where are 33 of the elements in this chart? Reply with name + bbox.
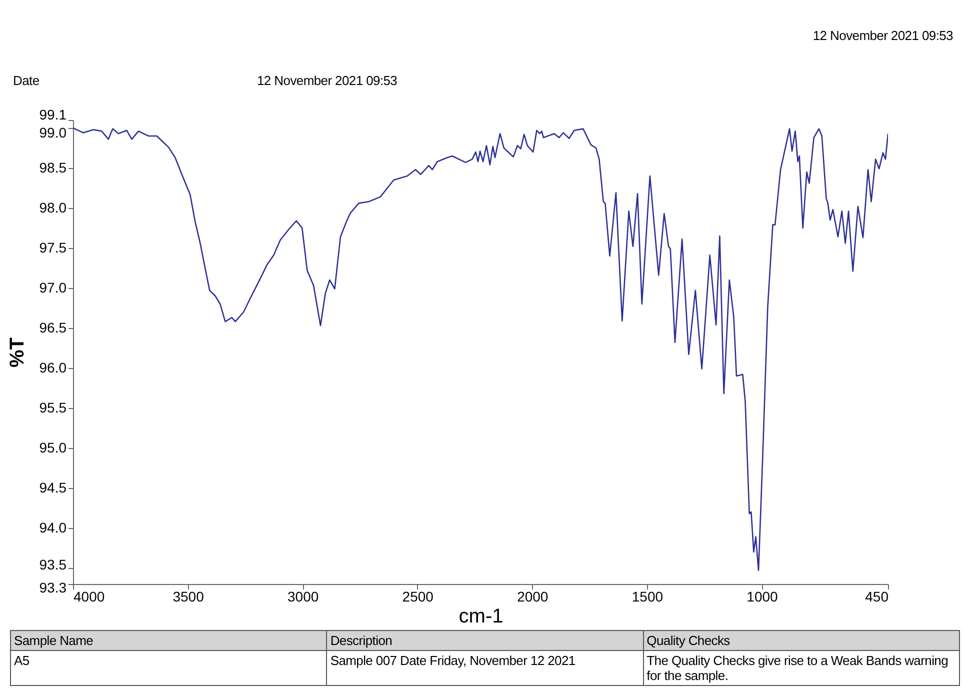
- text: Quality Checks: [643, 630, 960, 650]
- y-tick-label: 96.0: [39, 360, 67, 376]
- text: A5: [10, 650, 327, 686]
- y-tick-label: 96.5: [39, 320, 67, 336]
- x-tick-label: 4000: [74, 588, 105, 604]
- y-tick-label: 98.0: [39, 200, 67, 216]
- text: Description: [326, 630, 644, 650]
- text: Sample 007 Date Friday, November 12 2021: [326, 650, 644, 686]
- x-tick-label: 1000: [746, 588, 778, 604]
- text: Date: [13, 73, 40, 88]
- text: Sample Name: [10, 630, 327, 650]
- y-tick-label: 93.3: [39, 580, 67, 596]
- y-tick-label: 95.5: [39, 400, 67, 416]
- y-tick-label: 97.5: [39, 240, 67, 256]
- x-tick-label: 3000: [288, 588, 319, 604]
- x-tick-label: 2000: [517, 588, 548, 604]
- x-tick-label: 3500: [172, 588, 204, 604]
- y-tick-label: 94.5: [39, 480, 67, 496]
- y-tick-label: 99.0: [39, 124, 67, 140]
- y-tick-label: 97.0: [39, 280, 67, 296]
- text: 12 November 2021 09:53: [812, 28, 953, 43]
- x-tick-label: 450: [865, 588, 889, 604]
- x-tick-label: 1500: [632, 588, 664, 604]
- y-tick-label: 98.5: [39, 160, 67, 176]
- x-axis-title: cm-1: [458, 606, 504, 628]
- text: 12 November 2021 09:53: [257, 73, 398, 88]
- y-tick-label: 95.0: [39, 440, 67, 456]
- y-tick-label: 94.0: [39, 520, 67, 536]
- y-tick-label: 99.1: [39, 106, 67, 122]
- y-axis-title: %T: [6, 338, 28, 368]
- y-tick-label: 93.5: [39, 556, 67, 572]
- text: The Quality Checks give rise to a Weak Bands warning for the sample.: [643, 650, 960, 686]
- x-tick-label: 2500: [402, 588, 434, 604]
